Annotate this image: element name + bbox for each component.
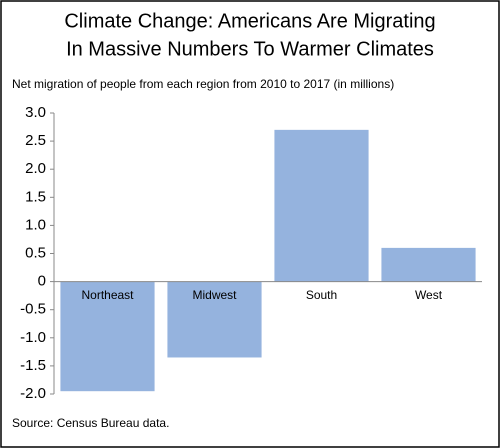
y-tick-label: 1.0 (25, 216, 46, 233)
y-tick-label: 3.0 (25, 104, 46, 121)
bar (381, 247, 476, 282)
chart-title: Climate Change: Americans Are Migrating (64, 10, 435, 32)
x-tick-label: Northeast (81, 288, 134, 302)
y-tick-label: 2.0 (25, 160, 46, 177)
y-tick-label: -0.5 (20, 301, 46, 318)
bar (60, 281, 155, 392)
chart-title: In Massive Numbers To Warmer Climates (66, 38, 434, 60)
y-tick-label: -1.5 (20, 357, 46, 374)
y-tick-label: -1.0 (20, 329, 46, 346)
x-tick-label: South (306, 288, 337, 302)
bar (167, 281, 262, 358)
x-tick-label: Midwest (192, 288, 237, 302)
y-tick-label: -2.0 (20, 385, 46, 402)
y-tick-label: 1.5 (25, 188, 46, 205)
y-tick-label: 2.5 (25, 132, 46, 149)
source-note: Source: Census Bureau data. (12, 416, 169, 430)
y-tick-label: 0.5 (25, 244, 46, 261)
y-tick-label: 0 (38, 273, 46, 290)
x-tick-label: West (415, 288, 443, 302)
chart-subtitle: Net migration of people from each region… (12, 77, 394, 91)
bar (274, 129, 369, 282)
